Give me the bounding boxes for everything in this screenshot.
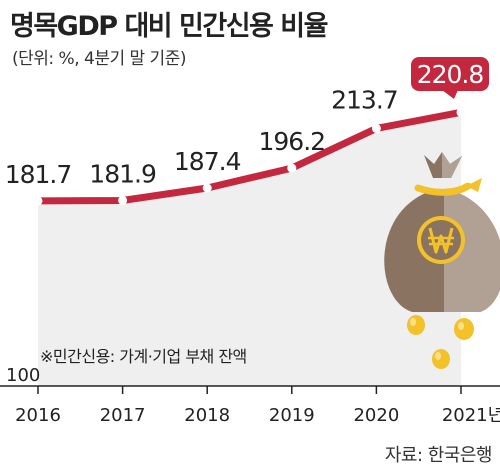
y-tick-label: 100	[6, 365, 40, 386]
x-tick-label: 2020	[353, 405, 399, 426]
value-label: 187.4	[174, 147, 241, 176]
data-point	[202, 183, 212, 193]
series-line	[34, 108, 465, 205]
data-point	[456, 107, 466, 117]
x-tick-label: 2016	[15, 405, 61, 426]
data-point	[287, 163, 297, 173]
value-label: 181.7	[5, 160, 72, 189]
source-note: 자료: 한국은행	[384, 445, 493, 466]
highlight-label-box	[411, 57, 489, 91]
value-label: 181.9	[89, 159, 156, 188]
data-point	[371, 123, 381, 133]
x-tick-label: 2019	[269, 405, 315, 426]
value-label: 213.7	[331, 85, 398, 114]
data-point	[118, 195, 128, 205]
chart-title: 명목GDP 대비 민간신용 비율	[10, 11, 328, 42]
chart-area-fill	[38, 112, 461, 387]
data-point	[33, 196, 43, 206]
x-tick-label: 2018	[184, 405, 230, 426]
x-tick-label: 2021년	[442, 405, 500, 426]
value-label-highlight: 220.8	[417, 60, 484, 89]
money-bag-won-icon	[384, 152, 500, 369]
chart-subtitle: (단위: %, 4분기 말 기준)	[12, 49, 186, 69]
x-tick-label: 2017	[100, 405, 146, 426]
value-label: 196.2	[259, 127, 326, 156]
chart-annotation: ※민간신용: 가계·기업 부채 잔액	[40, 347, 247, 366]
highlight-label-pointer	[442, 90, 458, 99]
